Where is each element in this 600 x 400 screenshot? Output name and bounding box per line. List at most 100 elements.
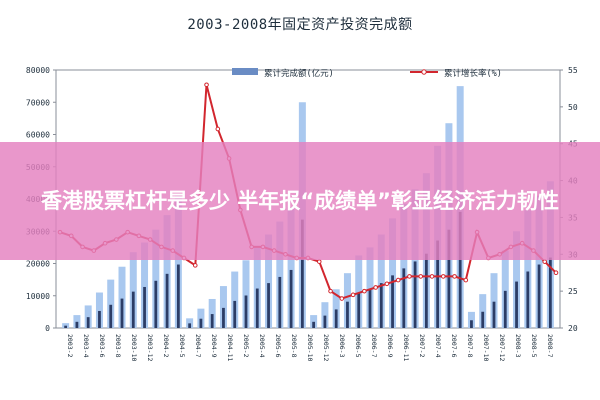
bar bbox=[95, 292, 103, 328]
bar-inner bbox=[267, 283, 270, 328]
bar-inner bbox=[470, 320, 473, 328]
x-tick-label: 2004-11 bbox=[226, 334, 234, 361]
y-right-tick-label: 25 bbox=[568, 287, 578, 296]
bar-inner bbox=[131, 291, 135, 328]
bar-inner bbox=[120, 298, 124, 328]
x-tick-label: 2004-7 bbox=[194, 334, 202, 358]
bar-inner bbox=[526, 271, 530, 328]
legend-label: 累计增长率(%) bbox=[444, 68, 502, 79]
bar bbox=[355, 255, 363, 328]
bar-inner bbox=[176, 264, 180, 328]
bar bbox=[141, 242, 149, 328]
bar-inner bbox=[481, 311, 485, 328]
x-tick-label: 2003-10 bbox=[130, 334, 138, 361]
bar-inner bbox=[154, 280, 158, 328]
line-point bbox=[429, 274, 435, 279]
bar bbox=[524, 210, 532, 328]
bar-inner bbox=[199, 318, 203, 328]
line-point bbox=[407, 274, 412, 279]
bar-inner bbox=[346, 301, 349, 328]
bar bbox=[276, 221, 284, 328]
bar bbox=[84, 305, 92, 328]
y-left-tick-label: 20000 bbox=[26, 260, 50, 269]
bar bbox=[467, 311, 475, 328]
bar-inner bbox=[244, 295, 248, 328]
x-tick-label: 2006-11 bbox=[402, 334, 410, 361]
bar bbox=[186, 318, 194, 328]
bar bbox=[107, 279, 115, 328]
line-point bbox=[350, 292, 356, 298]
x-tick-label: 2008-3 bbox=[514, 334, 522, 358]
bar-inner bbox=[515, 281, 518, 328]
x-tick-label: 2005-8 bbox=[290, 334, 298, 358]
bar-inner bbox=[503, 290, 507, 328]
bar bbox=[513, 231, 521, 328]
bar bbox=[208, 298, 216, 328]
bar bbox=[219, 286, 227, 328]
x-tick-label: 2005-12 bbox=[322, 334, 330, 361]
legend-swatch-point bbox=[421, 69, 427, 75]
bar bbox=[400, 203, 408, 328]
bar bbox=[377, 234, 385, 328]
bar bbox=[62, 323, 70, 328]
bar-inner bbox=[98, 310, 101, 328]
legend-label: 累计完成额(亿元) bbox=[264, 68, 334, 79]
y-right-tick-label: 50 bbox=[568, 103, 578, 112]
bar-inner bbox=[233, 300, 237, 328]
x-tick-label: 2004-9 bbox=[210, 334, 218, 358]
bar-inner bbox=[357, 293, 361, 328]
bar bbox=[129, 252, 137, 328]
bar-inner bbox=[368, 289, 372, 328]
x-tick-label: 2007-10 bbox=[482, 334, 490, 361]
bar-inner bbox=[64, 325, 68, 328]
y-left-tick-label: 70000 bbox=[26, 98, 50, 107]
bar-inner bbox=[436, 240, 440, 328]
y-left-tick-label: 0 bbox=[45, 324, 50, 333]
x-tick-label: 2003-4 bbox=[82, 334, 90, 358]
bar bbox=[310, 315, 318, 328]
line-point bbox=[553, 270, 559, 276]
legend-swatch-bar bbox=[232, 68, 258, 75]
line-point bbox=[542, 259, 548, 264]
x-tick-label: 2005-4 bbox=[258, 334, 266, 358]
x-tick-label: 2006-5 bbox=[354, 334, 362, 358]
bar bbox=[332, 289, 340, 328]
x-tick-label: 2004-5 bbox=[178, 334, 186, 358]
chart-title: 2003-2008年固定资产投资完成额 bbox=[187, 17, 413, 33]
bar bbox=[535, 195, 543, 328]
line-point bbox=[418, 274, 424, 279]
x-tick-label: 2005-10 bbox=[306, 334, 314, 361]
x-tick-label: 2003-12 bbox=[146, 334, 154, 361]
bar-inner bbox=[379, 283, 383, 328]
x-tick-label: 2006-7 bbox=[370, 334, 378, 358]
line-point bbox=[204, 82, 209, 88]
bar bbox=[287, 207, 295, 328]
bar bbox=[118, 266, 126, 328]
bar-inner bbox=[289, 269, 293, 328]
bar bbox=[242, 260, 250, 328]
x-tick-label: 2006-3 bbox=[338, 334, 346, 358]
bar bbox=[490, 273, 498, 328]
bar-inner bbox=[492, 301, 496, 328]
x-tick-label: 2008-7 bbox=[546, 334, 554, 358]
bar-inner bbox=[210, 314, 214, 328]
bar bbox=[501, 250, 509, 328]
x-tick-label: 2007-4 bbox=[434, 334, 442, 358]
line-point bbox=[362, 288, 367, 294]
bar bbox=[253, 245, 261, 328]
bar bbox=[231, 271, 239, 328]
bar-inner bbox=[300, 219, 304, 328]
bar-inner bbox=[109, 304, 113, 328]
x-tick-label: 2005-2 bbox=[242, 334, 250, 358]
line-point bbox=[215, 126, 221, 132]
bar-inner bbox=[255, 288, 259, 328]
bar bbox=[197, 308, 205, 328]
line-point bbox=[192, 263, 198, 268]
bar-inner bbox=[188, 323, 192, 328]
bar bbox=[174, 195, 182, 328]
x-tick-label: 2005-6 bbox=[274, 334, 282, 358]
line-point bbox=[395, 277, 401, 283]
line-point bbox=[316, 259, 322, 264]
